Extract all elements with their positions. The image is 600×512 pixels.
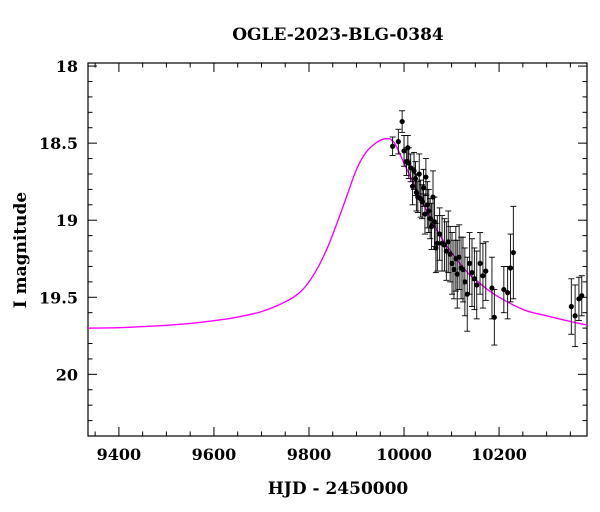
y-axis-label: I magnitude (11, 192, 31, 309)
data-point (454, 271, 460, 277)
data-point (406, 160, 412, 166)
y-tick-label: 20 (56, 365, 78, 384)
data-point (456, 254, 462, 260)
data-point (437, 231, 443, 237)
chart-title: OGLE-2023-BLG-0384 (232, 25, 444, 45)
axis-ticks (88, 63, 587, 437)
data-point (423, 174, 429, 180)
data-point (390, 143, 396, 149)
data-point (449, 260, 455, 266)
data-point (579, 293, 585, 299)
data-point (568, 303, 574, 310)
data-point (491, 314, 497, 320)
data-point (401, 148, 407, 154)
x-axis-label: HJD - 2450000 (268, 479, 409, 499)
y-tick-label: 18.5 (39, 134, 78, 153)
data-point (507, 265, 514, 271)
data-point (443, 248, 449, 254)
model-curve (87, 137, 588, 329)
data-point (420, 185, 427, 191)
data-point (445, 239, 451, 245)
x-tick-label: 9800 (287, 445, 332, 464)
data-point (434, 240, 440, 246)
data-point (460, 266, 466, 273)
plot-frame (87, 62, 588, 437)
data-point (451, 266, 457, 273)
data-point (467, 260, 473, 266)
data-point (416, 171, 422, 177)
data-point (501, 286, 507, 293)
data-point (447, 251, 453, 257)
data-point (462, 279, 468, 285)
y-tick-label: 18 (56, 57, 78, 76)
data-point (395, 139, 401, 145)
x-tick-label: 10200 (471, 445, 527, 464)
data-point (471, 276, 477, 282)
axis-tick-labels: 9400 9600 9800 10000 10200 18 18.5 19 19.5 20 (39, 57, 527, 464)
y-tick-label: 19.5 (39, 288, 78, 307)
data-point (510, 249, 516, 256)
data-point (428, 223, 435, 229)
data-point (477, 260, 483, 266)
data-point (474, 282, 480, 288)
data-point (480, 273, 486, 279)
data-point (399, 118, 405, 125)
data-point (572, 313, 578, 319)
data-point (441, 242, 448, 248)
data-point (422, 211, 428, 217)
x-tick-label: 9600 (192, 445, 237, 464)
x-tick-label: 9400 (97, 445, 142, 464)
x-tick-label: 10000 (376, 445, 432, 464)
data-point (505, 290, 511, 296)
y-tick-label: 19 (56, 211, 78, 230)
plot-area (87, 110, 588, 348)
data-point (483, 268, 489, 274)
data-point (469, 270, 475, 276)
data-point (412, 175, 419, 182)
